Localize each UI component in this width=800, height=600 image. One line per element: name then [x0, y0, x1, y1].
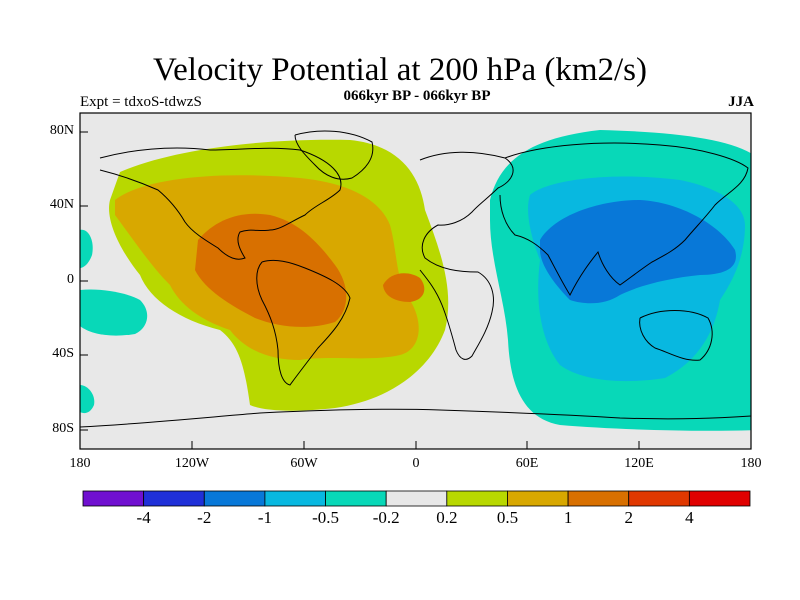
- positive-region-high: [195, 213, 347, 327]
- negative-region-low-west2: [80, 229, 93, 268]
- lon-ticks: [79, 441, 752, 449]
- coast-antarctica: [80, 408, 751, 428]
- colorbar-label: -1: [257, 508, 272, 527]
- negative-region-low-west3: [80, 385, 95, 414]
- colorbar: [82, 490, 751, 507]
- coast-south-america: [256, 259, 351, 386]
- colorbar-label: 2: [624, 508, 633, 527]
- lon-label-180w: 180: [69, 456, 91, 471]
- map-panel: [80, 113, 751, 449]
- colorbar-label: -4: [136, 508, 151, 527]
- lon-label-180e: 180: [740, 456, 762, 471]
- lon-label-60e: 60E: [515, 456, 539, 471]
- colorbar-label: 0.5: [496, 508, 519, 527]
- negative-region-high: [540, 200, 736, 304]
- lat-label-80n: 80N: [49, 123, 74, 138]
- lat-label-40n: 40N: [49, 197, 74, 212]
- coast-greenland: [294, 130, 374, 180]
- colorbar-swatch: [385, 490, 448, 507]
- negative-region-low-west: [80, 289, 148, 336]
- coastlines: [80, 130, 751, 428]
- colorbar-label: 1: [563, 508, 573, 527]
- coast-australia: [639, 310, 713, 361]
- colorbar-swatch: [264, 490, 326, 507]
- coast-north-america: [99, 147, 342, 260]
- lat-label-0: 0: [67, 272, 74, 287]
- colorbar-swatch: [143, 490, 205, 507]
- colorbar-label: -2: [197, 508, 212, 527]
- lat-ticks: [80, 131, 88, 431]
- map-subtitle: 066kyr BP - 066kyr BP: [343, 88, 491, 104]
- coast-asia: [499, 142, 749, 297]
- season-label: JJA: [728, 94, 754, 110]
- lat-label-40s: 40S: [52, 346, 74, 361]
- colorbar-swatch: [446, 490, 508, 507]
- lon-label-120e: 120E: [624, 456, 654, 471]
- lon-label-120w: 120W: [174, 456, 210, 471]
- coast-europe-africa: [419, 151, 514, 360]
- map-title: Velocity Potential at 200 hPa (km2/s): [152, 52, 648, 88]
- colorbar-swatch: [325, 490, 387, 507]
- colorbar-swatch: [82, 490, 145, 507]
- colorbar-swatch: [628, 490, 690, 507]
- lon-label-60w: 60W: [290, 456, 318, 471]
- colorbar-swatch: [507, 490, 569, 507]
- colorbar-swatch: [688, 490, 751, 507]
- colorbar-label: 4: [685, 508, 694, 527]
- colorbar-label: -0.5: [312, 508, 339, 527]
- colorbar-label: -0.2: [372, 508, 400, 527]
- lat-label-80s: 80S: [52, 421, 74, 436]
- colorbar-swatch: [567, 490, 630, 507]
- lon-label-0: 0: [412, 456, 420, 471]
- colorbar-swatch: [203, 490, 266, 507]
- positive-region-high-atlantic: [383, 273, 425, 302]
- colorbar-label: 0.2: [436, 508, 458, 527]
- experiment-label: Expt = tdxoS-tdwzS: [80, 94, 202, 110]
